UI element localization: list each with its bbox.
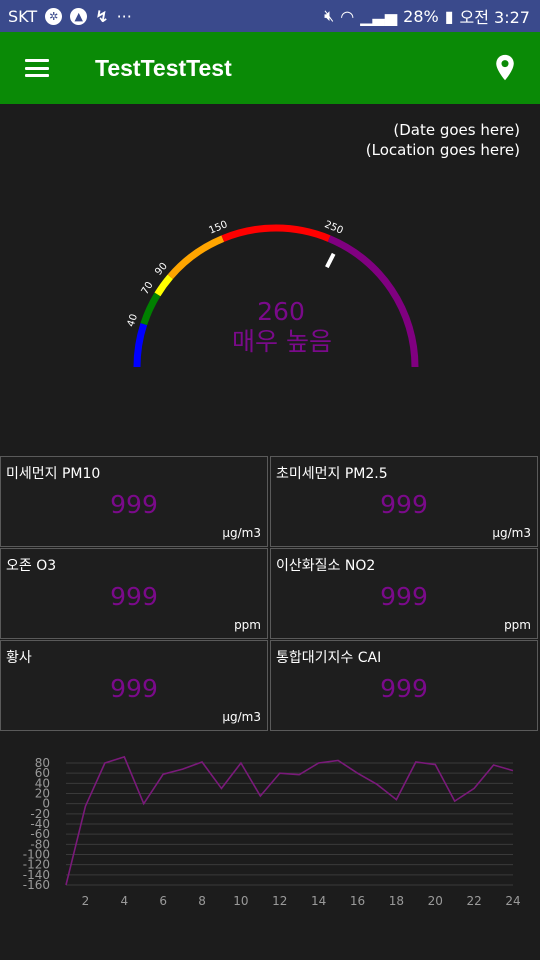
metric-unit: μg/m3 [222,526,261,540]
chart-y-tick-label: 40 [35,776,50,790]
chart-y-tick-label: -60 [30,827,50,841]
app-notification-icon: ▲ [70,7,88,25]
metric-unit: μg/m3 [492,526,531,540]
chart-y-tick-label: -160 [23,878,50,892]
signal-icon: ▁▃▅ [360,6,398,26]
chart-x-tick-label: 8 [198,894,206,908]
carrier-label: SKT [8,6,38,26]
chart-y-tick-label: 20 [35,787,50,801]
chart-x-tick-label: 24 [505,894,520,908]
gauge-segment [221,224,331,242]
chart-x-tick-label: 2 [82,894,90,908]
metric-yellow-dust: 황사 999 μg/m3 [0,640,268,731]
metric-label: 이산화질소 NO2 [276,558,376,574]
chart-x-tick-label: 22 [466,894,481,908]
chart-x-tick-label: 10 [233,894,248,908]
metric-cai: 통합대기지수 CAI 999 [270,640,538,731]
metric-unit: ppm [504,618,531,632]
notification-icon: ✲ [45,7,63,25]
metric-o3: 오존 O3 999 ppm [0,548,268,639]
chart-y-tick-label: 60 [35,766,50,780]
metric-pm10: 미세먼지 PM10 999 μg/m3 [0,456,268,547]
app-title: TestTestTest [95,54,232,81]
metric-no2: 이산화질소 NO2 999 ppm [270,548,538,639]
metric-label: 초미세먼지 PM2.5 [276,466,388,482]
metric-label: 오존 O3 [6,558,57,574]
gauge-segment [327,235,419,368]
metric-unit: μg/m3 [222,710,261,724]
metric-value: 999 [380,582,428,611]
chart-y-tick-label: -100 [23,848,50,862]
battery-percent: 28% [403,6,439,26]
metric-label: 미세먼지 PM10 [6,466,101,482]
metric-value: 999 [380,490,428,519]
metric-value: 999 [110,490,158,519]
metric-value: 999 [380,674,428,703]
gauge-tick-label: 40 [126,313,140,329]
gauge-segment [140,292,161,326]
chart-grid [66,762,513,886]
mute-icon: 🔇︎ [324,6,335,25]
metric-label: 통합대기지수 CAI [276,650,382,666]
status-bar-left: SKT ✲ ▲ ↯ ··· [0,7,132,26]
gauge-segment [154,274,173,297]
chart-x-tick-label: 18 [389,894,404,908]
metric-unit: ppm [234,618,261,632]
chart-x-tick-label: 20 [428,894,443,908]
metric-value: 999 [110,582,158,611]
chart-x-tick-label: 6 [159,894,167,908]
gauge-needle [325,252,336,269]
gauge-tick-label: 70 [140,280,156,297]
chart-series-line [65,755,514,886]
more-notifications-icon: ··· [116,6,132,26]
chart-y-tick-label: -80 [30,837,50,851]
wifi-icon: ◠ [340,6,355,26]
date-text: (Date goes here) [393,121,520,139]
status-bar-right: 🔇︎ ◠ ▁▃▅ 28% ▮ 오전 3:27 [324,4,540,28]
clock: 오전 3:27 [459,8,530,27]
chart-y-tick-label: -40 [30,817,50,831]
info-block: (Date goes here) (Location goes here) [366,120,520,160]
menu-icon[interactable] [25,59,49,77]
chart-y-tick-label: -140 [23,868,50,882]
chart-y-tick-label: -20 [30,807,50,821]
chart-x-tick-label: 4 [120,894,128,908]
chart-y-tick-label: 80 [35,756,50,770]
metric-pm25: 초미세먼지 PM2.5 999 μg/m3 [270,456,538,547]
chart-x-tick-label: 12 [272,894,287,908]
gauge-segment [167,235,225,280]
gauge-status: 매우 높음 [232,327,332,356]
gauge-arcs [133,224,419,368]
gauge-value: 260 [257,297,305,326]
chart-x-tick-label: 14 [311,894,326,908]
vpn-icon: ↯ [95,6,109,26]
metric-label: 황사 [6,650,32,666]
location-pin-icon[interactable] [494,54,516,82]
chart-x-tick-label: 16 [350,894,365,908]
gauge-segment [133,322,148,368]
chart-y-tick-label: -120 [23,858,50,872]
battery-icon: ▮ [444,6,454,26]
status-bar: SKT ✲ ▲ ↯ ··· 🔇︎ ◠ ▁▃▅ 28% ▮ 오전 3:27 [0,0,540,32]
metric-value: 999 [110,674,158,703]
chart-y-tick-label: 0 [42,797,50,811]
location-text: (Location goes here) [365,141,520,159]
app-bar: TestTestTest [0,32,540,104]
